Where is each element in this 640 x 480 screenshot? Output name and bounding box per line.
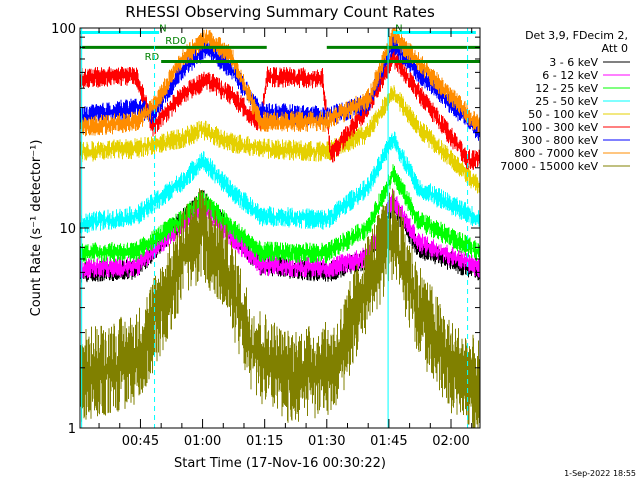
legend-label-3-6-kev: 3 - 6 keV bbox=[549, 56, 598, 69]
axis-layer: 1 10 100 00:45 01:00 01:15 01:30 01:45 02:00 bbox=[51, 22, 480, 449]
legend-label-25-50-kev: 25 - 50 keV bbox=[535, 95, 598, 108]
x-tick-label: 01:00 bbox=[184, 434, 221, 449]
flag-label-rd-1: RD bbox=[145, 52, 160, 63]
y-tick-label: 10 bbox=[59, 222, 76, 237]
x-tick-label: 01:45 bbox=[370, 434, 407, 449]
legend-label-50-100-kev: 50 - 100 keV bbox=[528, 108, 598, 121]
flag-label-rd0-0: RD0 bbox=[165, 36, 186, 47]
flag-label-n-3: N bbox=[395, 24, 402, 35]
legend-label-6-12-kev: 6 - 12 keV bbox=[542, 69, 598, 82]
x-tick-label: 01:15 bbox=[246, 434, 283, 449]
legend-label-800-7000-kev: 800 - 7000 keV bbox=[514, 147, 598, 160]
legend-label-7000-15000-kev: 7000 - 15000 keV bbox=[500, 160, 598, 173]
x-tick-label: 02:00 bbox=[432, 434, 469, 449]
x-tick-label: 01:30 bbox=[308, 434, 345, 449]
legend-label-300-800-kev: 300 - 800 keV bbox=[521, 134, 598, 147]
x-tick-label: 00:45 bbox=[122, 434, 159, 449]
footer-date: 1-Sep-2022 18:55 bbox=[564, 469, 636, 478]
data-layer bbox=[79, 28, 481, 428]
legend-header-line2: Att 0 bbox=[602, 42, 628, 55]
flag-label-n-2: N bbox=[159, 24, 166, 35]
y-tick-label: 100 bbox=[51, 22, 76, 37]
chart-title: RHESSI Observing Summary Count Rates bbox=[125, 3, 435, 21]
legend-label-12-25-kev: 12 - 25 keV bbox=[535, 82, 598, 95]
legend-label-100-300-kev: 100 - 300 keV bbox=[521, 121, 598, 134]
x-axis-label: Start Time (17-Nov-16 00:30:22) bbox=[174, 456, 386, 471]
y-axis-label: Count Rate (s⁻¹ detector⁻¹) bbox=[29, 140, 44, 317]
y-tick-label: 1 bbox=[68, 422, 76, 437]
legend-header-line1: Det 3,9, FDecim 2, bbox=[525, 29, 628, 42]
